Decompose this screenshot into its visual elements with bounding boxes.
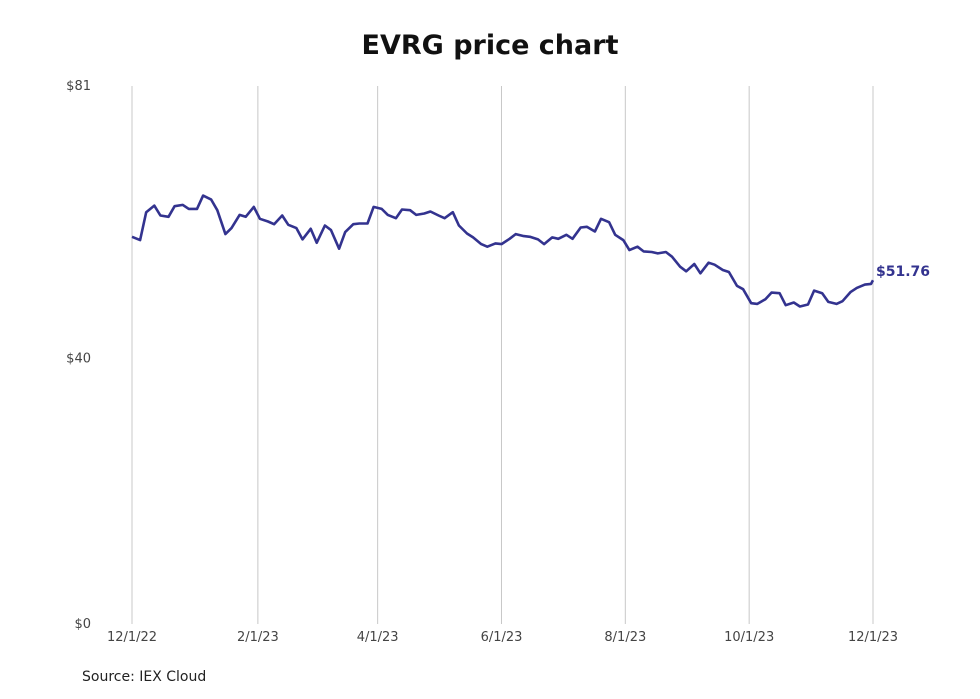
grid-lines [131,86,874,624]
x-tick-label: 2/1/23 [237,630,279,645]
x-tick-label: 12/1/22 [107,630,157,645]
last-price-label: $51.76 [876,264,930,280]
chart-title: EVRG price chart [361,30,619,61]
price-series-line [131,194,875,308]
x-tick-label: 6/1/23 [481,630,523,645]
y-tick-label: $81 [66,79,91,94]
y-tick-label: $40 [66,351,91,366]
x-tick-label: 10/1/23 [724,630,774,645]
y-axis-ticks: $0 $40 $81 [66,79,91,632]
x-tick-label: 8/1/23 [604,630,646,645]
x-tick-label: 12/1/23 [848,630,898,645]
x-tick-label: 4/1/23 [357,630,399,645]
y-tick-label: $0 [74,617,91,632]
source-note: Source: IEX Cloud [82,669,207,685]
x-axis-ticks: 12/1/22 2/1/23 4/1/23 6/1/23 8/1/23 10/1/23 12… [107,630,898,645]
